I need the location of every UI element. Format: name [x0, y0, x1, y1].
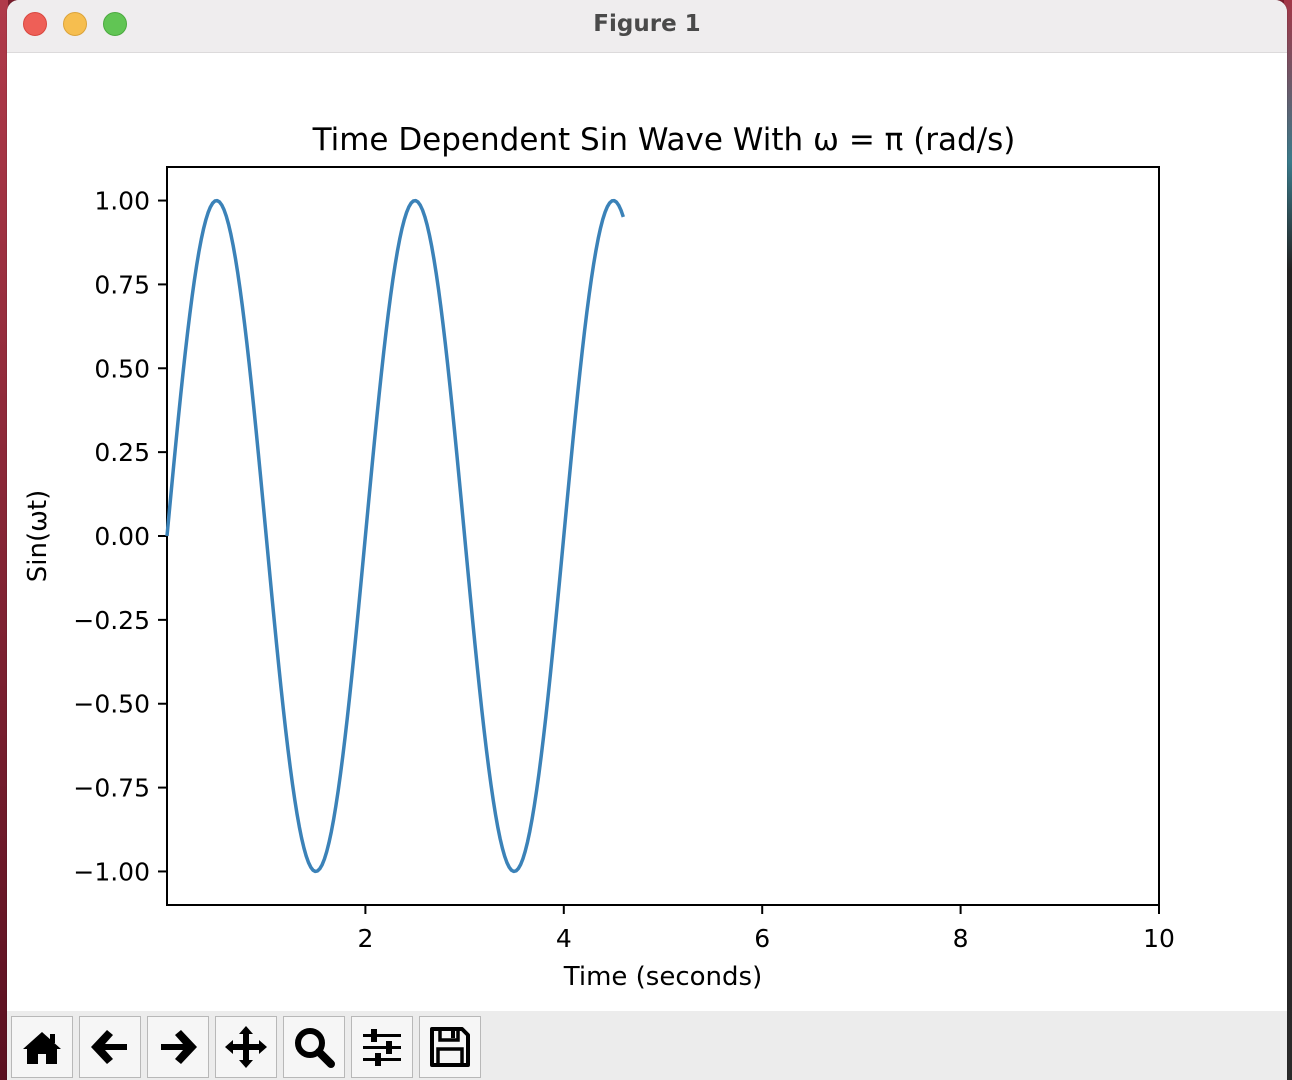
pan-button[interactable] — [215, 1016, 277, 1078]
window-title: Figure 1 — [593, 11, 701, 37]
magnifier-icon — [295, 1028, 335, 1068]
chart-title: Time Dependent Sin Wave With ω = π (rad/… — [312, 122, 1016, 158]
x-tick-label: 2 — [357, 924, 373, 953]
series-line — [165, 198, 625, 874]
configure-subplots-button[interactable] — [351, 1016, 413, 1078]
x-axis-label: Time (seconds) — [563, 962, 762, 992]
y-tick-label: −0.25 — [73, 606, 150, 635]
arrow-left-icon — [91, 1030, 127, 1064]
sliders-icon — [363, 1029, 401, 1066]
zoom-button[interactable] — [283, 1016, 345, 1078]
plot-area-frame — [166, 166, 1160, 906]
minimize-window-button[interactable] — [63, 12, 87, 36]
close-window-button[interactable] — [23, 12, 47, 36]
floppy-disk-icon — [430, 1027, 470, 1067]
x-tick-label: 4 — [556, 924, 572, 953]
y-tick-label: 0.75 — [94, 270, 150, 299]
home-button[interactable] — [11, 1016, 73, 1078]
y-tick-label: −0.75 — [73, 774, 150, 803]
y-tick-label: 0.50 — [94, 354, 150, 383]
y-axis-label: Sin(ωt) — [23, 490, 53, 582]
y-tick-label: −0.50 — [73, 690, 150, 719]
home-icon — [23, 1032, 61, 1064]
figure-canvas[interactable]: Time Dependent Sin Wave With ω = π (rad/… — [7, 53, 1287, 1011]
save-button[interactable] — [419, 1016, 481, 1078]
x-tick-label: 10 — [1143, 924, 1175, 953]
y-tick-label: −1.00 — [73, 857, 150, 886]
x-axis: 2 4 6 8 10 — [357, 905, 1175, 953]
desktop-background-right — [1284, 0, 1292, 1080]
x-tick-label: 8 — [953, 924, 969, 953]
back-button[interactable] — [79, 1016, 141, 1078]
y-tick-label: 0.00 — [94, 522, 150, 551]
title-bar[interactable]: Figure 1 — [7, 0, 1287, 53]
forward-button[interactable] — [147, 1016, 209, 1078]
x-tick-label: 6 — [754, 924, 770, 953]
y-tick-label: 0.25 — [94, 438, 150, 467]
y-axis: 1.00 0.75 0.50 0.25 0.00 −0.25 −0.50 −0.75 −1.00 — [73, 187, 167, 886]
maximize-window-button[interactable] — [103, 12, 127, 36]
navigation-toolbar — [7, 1011, 1287, 1080]
desktop-background-left — [0, 0, 8, 1080]
series-group — [165, 198, 625, 874]
line-chart: Time Dependent Sin Wave With ω = π (rad/… — [23, 122, 1175, 992]
move-icon — [225, 1026, 267, 1068]
y-tick-label: 1.00 — [94, 187, 150, 216]
arrow-right-icon — [161, 1030, 197, 1064]
figure-window: Figure 1 Time Dependent Sin Wave With ω … — [7, 0, 1287, 1080]
